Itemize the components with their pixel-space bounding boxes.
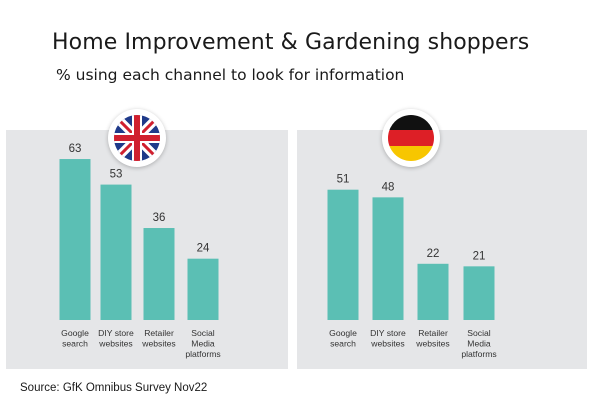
data-label-0-0: 63 (69, 143, 82, 155)
bar-0-0 (59, 159, 91, 320)
category-label-1-1: DIY store websites (370, 328, 406, 349)
source-note: Source: GfK Omnibus Survey Nov22 (20, 382, 208, 394)
data-label-1-3: 21 (473, 250, 486, 262)
bar-1-1 (372, 197, 404, 320)
category-label-0-3: Social Media platforms (185, 328, 220, 359)
bar-0-3 (187, 258, 219, 320)
bar-0-1 (100, 184, 132, 320)
bar-1-2 (417, 263, 449, 320)
bar-1-3 (463, 266, 495, 320)
bar-0-2 (143, 228, 175, 320)
data-label-0-2: 36 (153, 212, 166, 224)
category-label-1-0: Google search (329, 328, 357, 349)
chart-subtitle: % using each channel to look for informa… (56, 66, 405, 84)
data-label-0-1: 53 (110, 169, 123, 181)
uk-bar-chart: 63 Google search 53 DIY store websites 36 Retai… (59, 143, 221, 359)
category-label-1-2: Retailer websites (415, 328, 449, 349)
category-label-0-1: DIY store websites (98, 328, 134, 349)
germany-flag-icon (382, 109, 440, 167)
category-label-0-0: Google search (61, 328, 89, 349)
uk-flag-icon (108, 109, 166, 167)
bar-1-0 (327, 189, 359, 320)
data-label-1-0: 51 (337, 174, 350, 186)
germany-bar-chart: 51 Google search 48 DIY store websites 22 Retai… (327, 174, 497, 359)
data-label-1-1: 48 (382, 181, 395, 193)
chart-title: Home Improvement & Gardening shoppers (52, 30, 530, 55)
category-label-0-2: Retailer websites (141, 328, 175, 349)
data-label-1-2: 22 (427, 248, 440, 260)
data-label-0-3: 24 (197, 243, 210, 255)
category-label-1-3: Social Media platforms (461, 328, 496, 359)
